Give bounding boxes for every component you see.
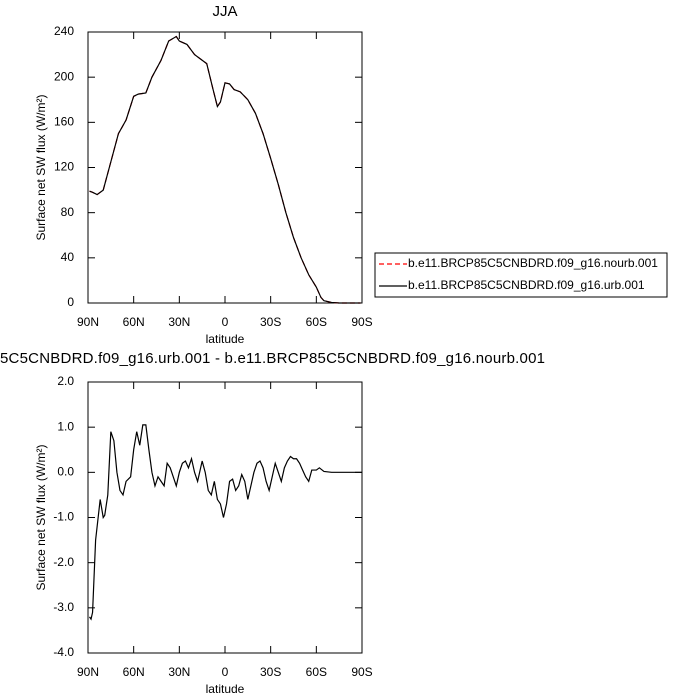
x-tick-label: 90S	[351, 315, 372, 329]
y-axis-label: Surface net SW flux (W/m²)	[34, 444, 48, 590]
chart-title: JJA	[212, 3, 237, 20]
y-tick-label: 160	[54, 115, 74, 129]
y-tick-label: 80	[61, 205, 75, 219]
x-tick-label: 30S	[260, 315, 281, 329]
x-tick-label: 30N	[168, 315, 190, 329]
x-tick-label: 60S	[306, 315, 327, 329]
plot-frame	[87, 381, 363, 654]
y-tick-label: -2.0	[53, 555, 74, 569]
y-tick-label: 1.0	[57, 419, 74, 433]
legend-label: b.e11.BRCP85C5CNBDRD.f09_g16.nourb.001	[408, 256, 658, 270]
y-tick-label: -4.0	[53, 645, 74, 659]
x-tick-label: 90S	[351, 665, 372, 679]
x-tick-label: 0	[222, 315, 229, 329]
y-tick-label: 200	[54, 69, 74, 83]
x-axis-label: latitude	[206, 682, 245, 696]
y-axis-label: Surface net SW flux (W/m²)	[34, 94, 48, 240]
x-tick-label: 60N	[123, 665, 145, 679]
x-axis-label: latitude	[206, 332, 245, 346]
line-series	[89, 424, 362, 621]
y-tick-label: 40	[61, 250, 75, 264]
x-tick-label: 90N	[77, 665, 99, 679]
x-tick-label: 90N	[77, 315, 99, 329]
x-tick-label: 60S	[306, 665, 327, 679]
y-tick-label: 240	[54, 24, 74, 38]
line-series	[89, 35, 361, 304]
legend-label: b.e11.BRCP85C5CNBDRD.f09_g16.urb.001	[408, 278, 645, 292]
x-tick-label: 30S	[260, 665, 281, 679]
y-tick-label: 0	[67, 295, 74, 309]
plot-frame	[87, 31, 363, 304]
x-tick-label: 60N	[123, 315, 145, 329]
legend-box	[374, 252, 668, 298]
x-tick-label: 0	[222, 665, 229, 679]
y-tick-label: -1.0	[53, 510, 74, 524]
y-tick-label: -3.0	[53, 600, 74, 614]
legend: b.e11.BRCP85C5CNBDRD.f09_g16.nourb.001 b.…	[374, 252, 668, 298]
line-series	[89, 35, 361, 304]
y-tick-label: 2.0	[57, 374, 74, 388]
y-tick-label: 0.0	[57, 465, 74, 479]
y-tick-label: 120	[54, 160, 74, 174]
chart-title: 5C5CNBDRD.f09_g16.urb.001 - b.e11.BRCP85…	[0, 350, 545, 367]
x-tick-label: 30N	[168, 665, 190, 679]
